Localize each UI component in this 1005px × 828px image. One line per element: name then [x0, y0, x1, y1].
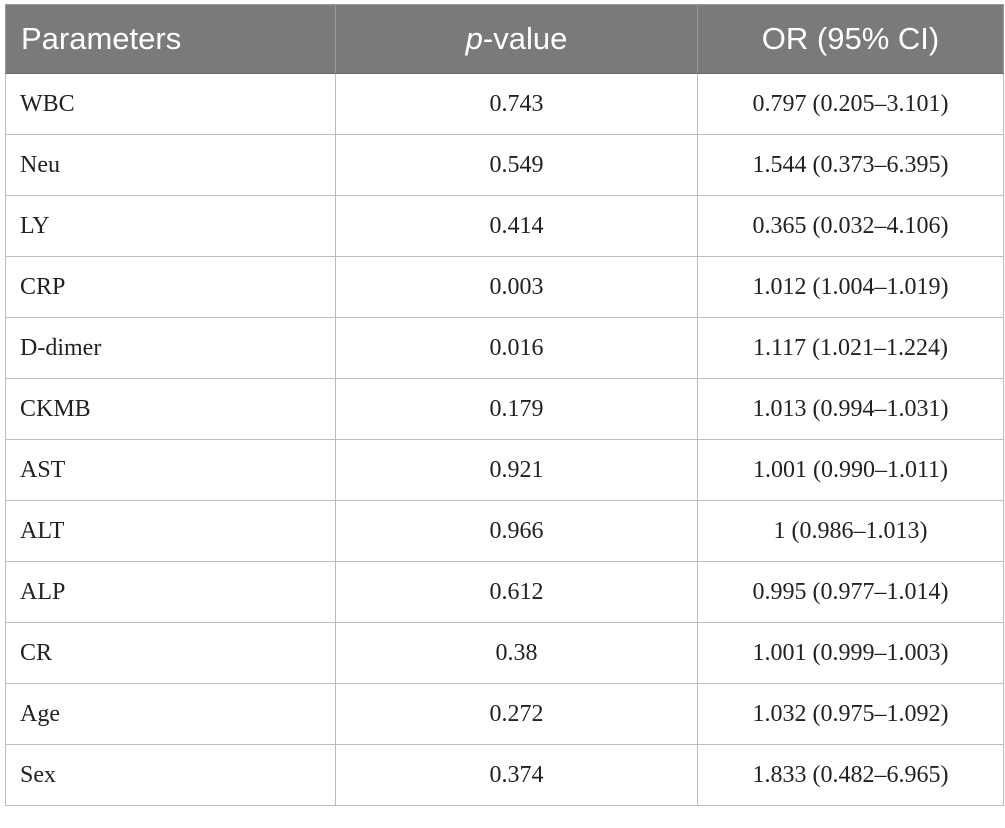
header-or-ci: OR (95% CI) — [697, 4, 1004, 74]
cell-parameter: Neu — [5, 134, 336, 196]
cell-p-value: 0.743 — [335, 73, 698, 135]
header-parameters: Parameters — [5, 4, 336, 74]
cell-parameter: CR — [5, 622, 336, 684]
cell-or-ci: 1.013 (0.994–1.031) — [697, 378, 1004, 440]
cell-p-value: 0.966 — [335, 500, 698, 562]
header-row: Parameters p-value OR (95% CI) — [5, 4, 1004, 74]
cell-p-value: 0.549 — [335, 134, 698, 196]
cell-or-ci: 0.365 (0.032–4.106) — [697, 195, 1004, 257]
table-row: LY 0.414 0.365 (0.032–4.106) — [5, 195, 1004, 257]
cell-parameter: LY — [5, 195, 336, 257]
cell-parameter: D-dimer — [5, 317, 336, 379]
header-p-value: p-value — [335, 4, 698, 74]
table-row: CKMB 0.179 1.013 (0.994–1.031) — [5, 378, 1004, 440]
cell-or-ci: 0.797 (0.205–3.101) — [697, 73, 1004, 135]
cell-or-ci: 1.833 (0.482–6.965) — [697, 744, 1004, 806]
cell-p-value: 0.179 — [335, 378, 698, 440]
table-body: WBC 0.743 0.797 (0.205–3.101) Neu 0.549 … — [5, 73, 1004, 806]
cell-or-ci: 1 (0.986–1.013) — [697, 500, 1004, 562]
table-row: D-dimer 0.016 1.117 (1.021–1.224) — [5, 317, 1004, 379]
table-row: Sex 0.374 1.833 (0.482–6.965) — [5, 744, 1004, 806]
table-row: CRP 0.003 1.012 (1.004–1.019) — [5, 256, 1004, 318]
cell-or-ci: 1.032 (0.975–1.092) — [697, 683, 1004, 745]
table-row: WBC 0.743 0.797 (0.205–3.101) — [5, 73, 1004, 135]
cell-or-ci: 1.012 (1.004–1.019) — [697, 256, 1004, 318]
cell-parameter: CRP — [5, 256, 336, 318]
table-row: Neu 0.549 1.544 (0.373–6.395) — [5, 134, 1004, 196]
table-row: Age 0.272 1.032 (0.975–1.092) — [5, 683, 1004, 745]
cell-p-value: 0.38 — [335, 622, 698, 684]
header-p-rest: -value — [482, 21, 568, 56]
cell-p-value: 0.414 — [335, 195, 698, 257]
cell-p-value: 0.374 — [335, 744, 698, 806]
cell-p-value: 0.016 — [335, 317, 698, 379]
cell-parameter: ALT — [5, 500, 336, 562]
table-row: ALP 0.612 0.995 (0.977–1.014) — [5, 561, 1004, 623]
cell-parameter: ALP — [5, 561, 336, 623]
cell-parameter: WBC — [5, 73, 336, 135]
table-row: ALT 0.966 1 (0.986–1.013) — [5, 500, 1004, 562]
cell-parameter: CKMB — [5, 378, 336, 440]
cell-p-value: 0.272 — [335, 683, 698, 745]
results-table: Parameters p-value OR (95% CI) WBC 0.743… — [5, 4, 1004, 806]
cell-or-ci: 1.117 (1.021–1.224) — [697, 317, 1004, 379]
cell-p-value: 0.003 — [335, 256, 698, 318]
cell-or-ci: 0.995 (0.977–1.014) — [697, 561, 1004, 623]
table-header: Parameters p-value OR (95% CI) — [5, 4, 1004, 74]
cell-or-ci: 1.001 (0.999–1.003) — [697, 622, 1004, 684]
cell-parameter: Sex — [5, 744, 336, 806]
cell-or-ci: 1.001 (0.990–1.011) — [697, 439, 1004, 501]
cell-p-value: 0.921 — [335, 439, 698, 501]
cell-or-ci: 1.544 (0.373–6.395) — [697, 134, 1004, 196]
cell-parameter: Age — [5, 683, 336, 745]
cell-p-value: 0.612 — [335, 561, 698, 623]
header-p-italic: p — [465, 21, 483, 56]
table-row: CR 0.38 1.001 (0.999–1.003) — [5, 622, 1004, 684]
cell-parameter: AST — [5, 439, 336, 501]
table-row: AST 0.921 1.001 (0.990–1.011) — [5, 439, 1004, 501]
